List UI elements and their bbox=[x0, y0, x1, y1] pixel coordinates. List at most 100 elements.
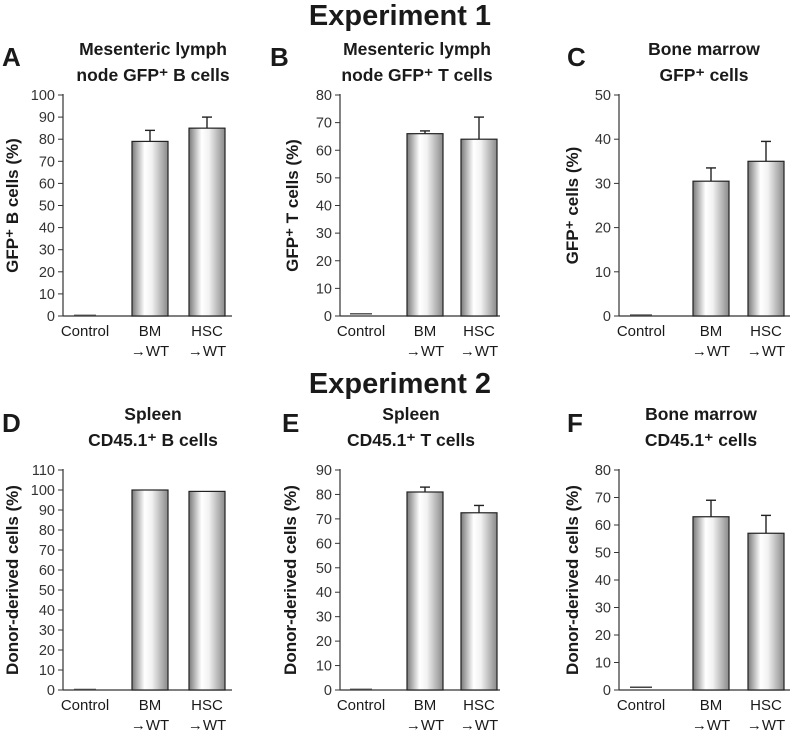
experiment-1-title: Experiment 1 bbox=[308, 0, 492, 32]
x-category-label: →WT bbox=[131, 343, 169, 360]
y-tick-label: 100 bbox=[31, 483, 55, 499]
y-tick-label: 50 bbox=[595, 546, 611, 562]
bar-bm bbox=[406, 133, 444, 317]
panel-b: B Mesenteric lymph node GFP⁺ T cells GFP⁺ T… bbox=[270, 39, 500, 360]
y-tick-label: 20 bbox=[316, 634, 332, 650]
panel-e: E Spleen CD45.1⁺ T cells Donor-derived cell… bbox=[281, 404, 500, 732]
y-tick-label: 30 bbox=[595, 176, 611, 192]
y-tick-label: 40 bbox=[39, 221, 55, 237]
y-tick-label: 0 bbox=[47, 309, 55, 325]
y-axis-label: Donor-derived cells (%) bbox=[281, 485, 300, 675]
panel-f: F Bone marrow CD45.1⁺ cells Donor-derived c… bbox=[563, 404, 790, 732]
x-category-label: Control bbox=[337, 697, 385, 714]
x-category-label: HSC bbox=[191, 697, 223, 714]
x-category-label: →WT bbox=[406, 343, 444, 360]
x-category-label: HSC bbox=[750, 323, 782, 340]
y-tick-label: 20 bbox=[39, 265, 55, 281]
y-tick-label: 70 bbox=[39, 154, 55, 170]
x-category-label: BM bbox=[139, 697, 162, 714]
x-category-label: →WT bbox=[131, 717, 169, 732]
y-tick-label: 10 bbox=[39, 663, 55, 679]
y-tick-label: 90 bbox=[39, 110, 55, 126]
bar-hsc bbox=[460, 512, 498, 691]
panel-letter: A bbox=[2, 42, 21, 72]
y-tick-label: 60 bbox=[39, 176, 55, 192]
panel-letter: B bbox=[270, 42, 289, 72]
y-tick-label: 0 bbox=[603, 309, 611, 325]
y-axis-label: GFP⁺ B cells (%) bbox=[3, 138, 22, 273]
panel-letter: D bbox=[2, 408, 21, 438]
x-category-label: BM bbox=[700, 323, 723, 340]
bar-hsc bbox=[188, 127, 226, 317]
y-axis-label: GFP⁺ T cells (%) bbox=[283, 139, 302, 272]
panel-letter: E bbox=[282, 408, 299, 438]
y-tick-label: 80 bbox=[316, 88, 332, 104]
x-category-label: BM bbox=[139, 323, 162, 340]
panel-d: D Spleen CD45.1⁺ B cells Donor-derived cell… bbox=[2, 404, 232, 732]
panel-title-line: Bone marrow bbox=[648, 39, 760, 59]
y-tick-label: 20 bbox=[595, 628, 611, 644]
panel-a: A Mesenteric lymph node GFP⁺ B cells GFP⁺ B… bbox=[2, 39, 232, 360]
y-tick-label: 50 bbox=[316, 561, 332, 577]
y-tick-label: 30 bbox=[595, 601, 611, 617]
y-tick-label: 10 bbox=[316, 281, 332, 297]
y-tick-label: 50 bbox=[39, 583, 55, 599]
y-tick-label: 20 bbox=[39, 643, 55, 659]
x-category-label: Control bbox=[337, 323, 385, 340]
bar-bm bbox=[692, 516, 730, 691]
y-tick-label: 90 bbox=[39, 503, 55, 519]
y-tick-label: 40 bbox=[595, 573, 611, 589]
x-category-label: →WT bbox=[692, 343, 730, 360]
panel-title-line: CD45.1⁺ B cells bbox=[88, 430, 218, 450]
bar-bm bbox=[406, 491, 444, 691]
y-tick-label: 30 bbox=[316, 610, 332, 626]
x-category-label: →WT bbox=[747, 343, 785, 360]
y-axis-label: GFP⁺ cells (%) bbox=[563, 147, 582, 265]
bar-hsc bbox=[460, 138, 498, 317]
x-category-label: HSC bbox=[191, 323, 223, 340]
x-category-label: →WT bbox=[692, 717, 730, 732]
y-axis-label: Donor-derived cells (%) bbox=[3, 485, 22, 675]
bar-bm bbox=[692, 180, 730, 317]
x-category-label: →WT bbox=[188, 343, 226, 360]
y-tick-label: 30 bbox=[39, 623, 55, 639]
x-category-label: BM bbox=[414, 697, 437, 714]
x-category-label: HSC bbox=[750, 697, 782, 714]
y-tick-label: 50 bbox=[595, 88, 611, 104]
y-tick-label: 70 bbox=[316, 512, 332, 528]
panel-letter: C bbox=[567, 42, 586, 72]
bar-hsc bbox=[747, 160, 785, 317]
y-tick-label: 60 bbox=[316, 536, 332, 552]
y-tick-label: 20 bbox=[316, 254, 332, 270]
y-tick-label: 80 bbox=[595, 463, 611, 479]
x-category-label: BM bbox=[414, 323, 437, 340]
panel-title-line: Spleen bbox=[382, 404, 439, 424]
panel-title-line: CD45.1⁺ cells bbox=[645, 430, 758, 450]
y-tick-label: 40 bbox=[39, 603, 55, 619]
x-category-label: HSC bbox=[463, 697, 495, 714]
y-tick-label: 10 bbox=[39, 287, 55, 303]
y-tick-label: 80 bbox=[316, 487, 332, 503]
y-tick-label: 30 bbox=[316, 226, 332, 242]
y-tick-label: 40 bbox=[595, 132, 611, 148]
y-axis-label: Donor-derived cells (%) bbox=[563, 485, 582, 675]
experiment-2-title: Experiment 2 bbox=[308, 368, 492, 400]
y-tick-label: 90 bbox=[316, 463, 332, 479]
y-tick-label: 60 bbox=[595, 518, 611, 534]
y-tick-label: 40 bbox=[316, 199, 332, 215]
y-tick-label: 30 bbox=[39, 243, 55, 259]
x-category-label: →WT bbox=[460, 343, 498, 360]
x-category-label: →WT bbox=[406, 717, 444, 732]
x-category-label: →WT bbox=[460, 717, 498, 732]
y-tick-label: 50 bbox=[316, 171, 332, 187]
x-category-label: Control bbox=[617, 697, 665, 714]
y-tick-label: 60 bbox=[316, 143, 332, 159]
panel-title-line: Mesenteric lymph bbox=[343, 39, 491, 59]
y-tick-label: 10 bbox=[316, 659, 332, 675]
bar-bm bbox=[131, 489, 169, 691]
panel-letter: F bbox=[567, 408, 583, 438]
panel-title-line: Spleen bbox=[124, 404, 181, 424]
x-category-label: →WT bbox=[747, 717, 785, 732]
y-tick-label: 10 bbox=[595, 656, 611, 672]
